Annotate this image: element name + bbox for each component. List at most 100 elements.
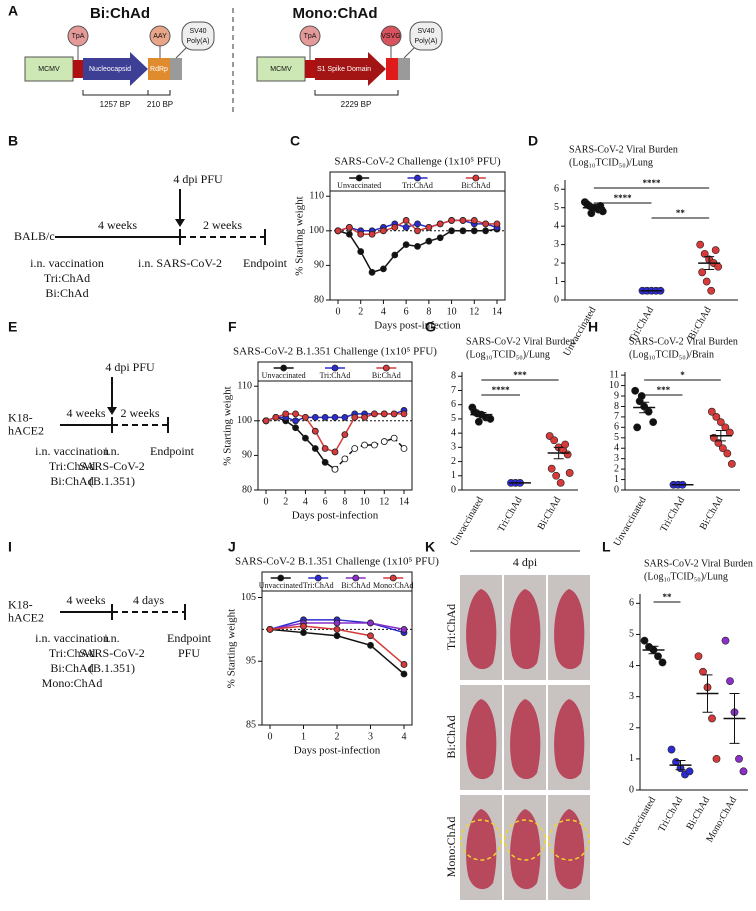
lesion-outline	[504, 819, 546, 861]
legend-marker	[414, 174, 421, 182]
polya-label: Poly(A)	[415, 38, 438, 45]
y-tick-label: 2	[554, 257, 559, 268]
plot-frame	[257, 361, 413, 491]
construct-title: Mono:ChAd	[293, 5, 378, 22]
marker-label: 4 dpi PFU	[105, 360, 155, 374]
lung	[466, 809, 497, 890]
legend-label: Tri:ChAd	[402, 181, 433, 190]
y-tick-label: 0	[614, 484, 619, 495]
promoter-label: MCMV	[270, 66, 292, 73]
lung	[510, 809, 541, 890]
y-tick-label: 7	[614, 411, 619, 422]
y-tick-label: 6	[629, 598, 634, 609]
marker-label: 4 dpi PFU	[173, 172, 223, 186]
point	[334, 227, 342, 235]
error-bar	[704, 256, 715, 271]
dot	[565, 469, 574, 477]
dot	[470, 407, 479, 416]
y-tick-label: 1	[629, 753, 634, 764]
y-tick-label: 3	[614, 453, 619, 464]
point	[414, 220, 421, 228]
dot	[702, 277, 711, 286]
lung	[510, 699, 541, 780]
dot	[631, 386, 640, 395]
challenge: (B.1.351)	[89, 661, 135, 675]
chart-title: SARS-CoV-2 Viral Burden	[569, 144, 678, 155]
point	[345, 230, 353, 238]
panel-label: D	[528, 133, 538, 149]
endpoint: Endpoint	[167, 631, 212, 645]
x-tick-label: 0	[336, 306, 341, 317]
chart-title: (Log₁₀TCID₅₀)/Lung	[644, 571, 728, 582]
y-axis-label: % Starting weight	[294, 196, 306, 275]
dot	[633, 423, 642, 432]
y-tick-label: 3	[451, 442, 456, 453]
y-tick-label: 6	[614, 422, 619, 433]
point	[361, 413, 368, 421]
legend-label: Mono:ChAd	[373, 581, 413, 590]
x-tick-label: Tri:ChAd	[658, 495, 687, 534]
promoter	[24, 56, 74, 82]
point	[400, 661, 408, 668]
photo-header: 4 dpi	[513, 555, 538, 569]
y-tick-label: 80	[242, 484, 252, 495]
chart-title: SARS-CoV-2 Viral Burden	[644, 558, 753, 569]
vaccination: Bi:ChAd	[50, 661, 93, 675]
point	[361, 441, 368, 449]
stem	[175, 47, 187, 59]
legend-label: Bi:ChAd	[341, 581, 370, 590]
point	[341, 455, 349, 463]
challenge: i.n.	[104, 631, 119, 645]
point	[321, 458, 329, 466]
dot	[486, 415, 495, 423]
dot	[726, 677, 734, 686]
dot	[654, 652, 662, 661]
y-tick-label: 90	[314, 260, 324, 271]
x-tick-label: 14	[492, 306, 502, 317]
x-tick-label: 4	[381, 306, 386, 317]
legend-label: Tri:ChAd	[320, 371, 351, 380]
point	[351, 445, 359, 452]
panel-label: K	[425, 539, 435, 555]
point	[448, 227, 455, 235]
signal-bubble	[299, 25, 321, 47]
vaccination: Tri:ChAd	[49, 646, 95, 660]
x-tick-label: 4	[303, 496, 308, 507]
y-tick-label: 9	[614, 390, 619, 401]
y-tick-label: 2	[451, 456, 456, 467]
signal-bubble	[67, 25, 89, 47]
error-bar	[715, 429, 726, 442]
dot	[711, 246, 720, 255]
dot	[700, 249, 709, 258]
dot	[640, 636, 649, 645]
point	[368, 268, 376, 276]
challenge: SARS-CoV-2	[79, 646, 145, 660]
legend-marker	[314, 574, 322, 582]
x-tick-label: Unvaccinated	[612, 495, 649, 548]
point	[341, 413, 349, 421]
error-bar	[553, 446, 564, 460]
gene-arrow	[315, 52, 386, 86]
lesion-outline	[460, 819, 502, 861]
dot	[716, 418, 725, 427]
dot	[547, 464, 556, 473]
x-tick-label: 6	[323, 496, 328, 507]
lung	[466, 699, 497, 780]
point	[482, 220, 490, 228]
point	[367, 632, 374, 640]
point	[470, 227, 478, 235]
point	[311, 445, 319, 452]
point	[357, 248, 365, 255]
legend-label: Tri:ChAd	[303, 581, 334, 590]
panel-label: B	[8, 133, 18, 149]
significance-label: ***	[513, 370, 527, 380]
legend-marker	[355, 174, 363, 182]
y-tick-label: 5	[614, 432, 619, 443]
strain: K18-	[8, 597, 33, 611]
point	[331, 465, 339, 473]
x-tick-label: Bi:ChAd	[684, 795, 712, 832]
y-tick-label: 8	[614, 401, 619, 412]
panel-k: 4 dpi	[470, 550, 580, 569]
x-tick-label: 4	[402, 731, 407, 742]
point	[333, 625, 341, 633]
